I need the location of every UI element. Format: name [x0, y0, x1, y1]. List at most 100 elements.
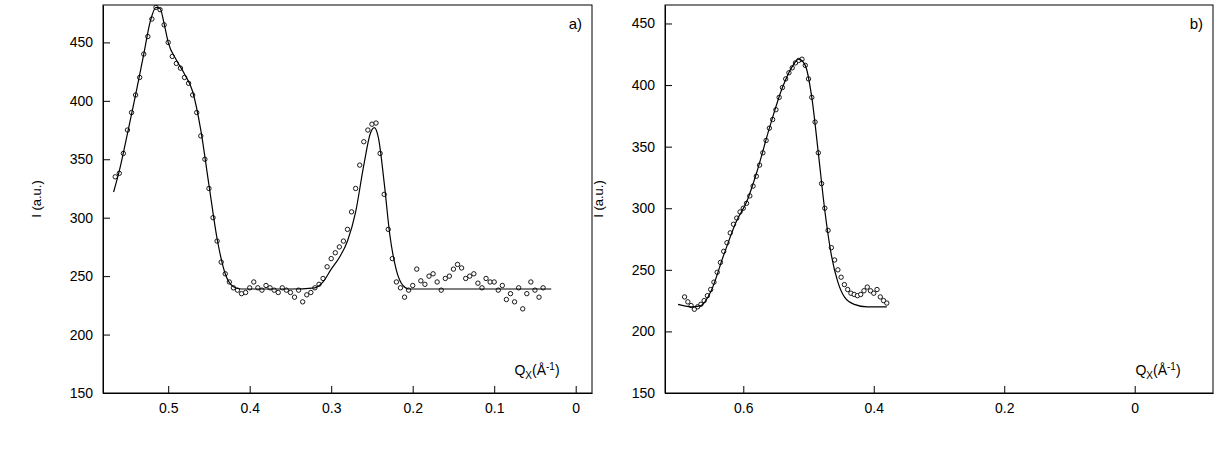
x-tick-mark	[413, 386, 414, 393]
data-point	[402, 295, 406, 299]
y-tick-mark	[665, 23, 672, 24]
data-point	[423, 282, 427, 286]
data-point	[468, 274, 472, 278]
data-point	[476, 281, 480, 285]
data-point	[455, 262, 459, 266]
y-tick-label: 150	[632, 385, 656, 401]
data-point	[252, 280, 256, 284]
data-point	[504, 297, 508, 301]
y-tick: 450	[70, 34, 110, 50]
x-tick-mark	[168, 386, 169, 393]
data-point	[865, 285, 869, 289]
y-tick: 250	[632, 262, 672, 278]
x-tick: 0.6	[734, 386, 754, 416]
x-tick: 0.1	[485, 386, 505, 416]
data-point	[459, 266, 463, 270]
panel: 0.60.40.20150200250300350400450b)I (a.u.…	[591, 5, 1214, 416]
y-tick: 200	[632, 323, 672, 339]
y-tick-mark	[103, 276, 110, 277]
data-point	[411, 283, 415, 287]
x-tick-label: 0.5	[159, 400, 179, 416]
x-tick-mark	[1004, 386, 1005, 393]
plot-frame	[665, 5, 1213, 393]
x-tick-mark	[874, 386, 875, 393]
y-tick: 150	[632, 385, 672, 401]
panel-label: b)	[1190, 15, 1203, 32]
y-tick-mark	[665, 208, 672, 209]
y-tick: 350	[70, 151, 110, 167]
x-tick-label: 0.2	[403, 400, 423, 416]
y-tick-label: 200	[632, 323, 656, 339]
data-point	[292, 295, 296, 299]
x-tick-mark	[576, 386, 577, 393]
y-tick-mark	[665, 270, 672, 271]
y-tick-label: 150	[70, 385, 94, 401]
y-axis: 150200250300350400450	[70, 6, 110, 401]
x-tick-label: 0	[1131, 400, 1139, 416]
data-point	[325, 265, 329, 269]
data-point	[484, 276, 488, 280]
data-point	[415, 267, 419, 271]
data-point	[394, 280, 398, 284]
data-point	[529, 280, 533, 284]
data-point	[366, 128, 370, 132]
y-tick-label: 350	[632, 139, 656, 155]
data-point	[435, 280, 439, 284]
data-point	[862, 289, 866, 293]
fit-line	[678, 59, 887, 307]
data-point	[113, 175, 117, 179]
plot-frame	[103, 5, 592, 393]
data-point	[836, 268, 840, 272]
data-point	[264, 283, 268, 287]
x-tick-mark	[743, 386, 744, 393]
data-point	[463, 276, 467, 280]
y-tick-mark	[103, 218, 110, 219]
plot-marks	[113, 5, 551, 311]
y-axis-title: I (a.u.)	[591, 180, 606, 218]
x-axis-title-part: )	[555, 362, 560, 378]
data-point	[885, 301, 889, 305]
data-point	[288, 290, 292, 294]
data-point	[427, 274, 431, 278]
y-tick: 400	[632, 77, 672, 93]
x-axis-title: QX(Å-1)	[1135, 361, 1180, 381]
x-tick-label: 0.6	[734, 400, 754, 416]
x-tick-mark	[250, 386, 251, 393]
y-axis-line	[665, 6, 666, 394]
x-axis-title-part: (Å	[1153, 362, 1168, 378]
y-tick: 250	[70, 268, 110, 284]
data-point	[845, 287, 849, 291]
data-point	[398, 286, 402, 290]
data-point	[443, 276, 447, 280]
x-tick-label: 0.4	[865, 400, 885, 416]
x-axis: 0.50.40.30.20.10	[104, 386, 593, 416]
y-axis: 150200250300350400450	[632, 6, 672, 401]
data-point	[472, 272, 476, 276]
data-point	[451, 267, 455, 271]
data-point	[878, 295, 882, 299]
data-point	[345, 227, 349, 231]
data-point	[419, 279, 423, 283]
x-tick-label: 0.4	[240, 400, 260, 416]
data-point	[341, 239, 345, 243]
y-tick: 400	[70, 93, 110, 109]
x-axis-title-part: )	[1176, 362, 1181, 378]
data-point	[447, 274, 451, 278]
y-tick-label: 300	[632, 200, 656, 216]
x-tick: 0.2	[995, 386, 1015, 416]
data-point	[329, 256, 333, 260]
y-tick-mark	[103, 101, 110, 102]
fit-line	[114, 7, 552, 289]
y-tick-label: 250	[70, 268, 94, 284]
data-point	[521, 307, 525, 311]
panel: 0.50.40.30.20.10150200250300350400450a)I…	[29, 5, 593, 416]
x-tick: 0.5	[159, 386, 179, 416]
data-point	[686, 300, 690, 304]
x-axis-title-part: Q	[514, 362, 525, 378]
x-tick: 0.2	[403, 386, 423, 416]
x-tick: 0	[1131, 386, 1139, 416]
data-point	[525, 291, 529, 295]
y-tick: 300	[70, 210, 110, 226]
x-tick-mark	[331, 386, 332, 393]
x-tick-label: 0.2	[995, 400, 1015, 416]
